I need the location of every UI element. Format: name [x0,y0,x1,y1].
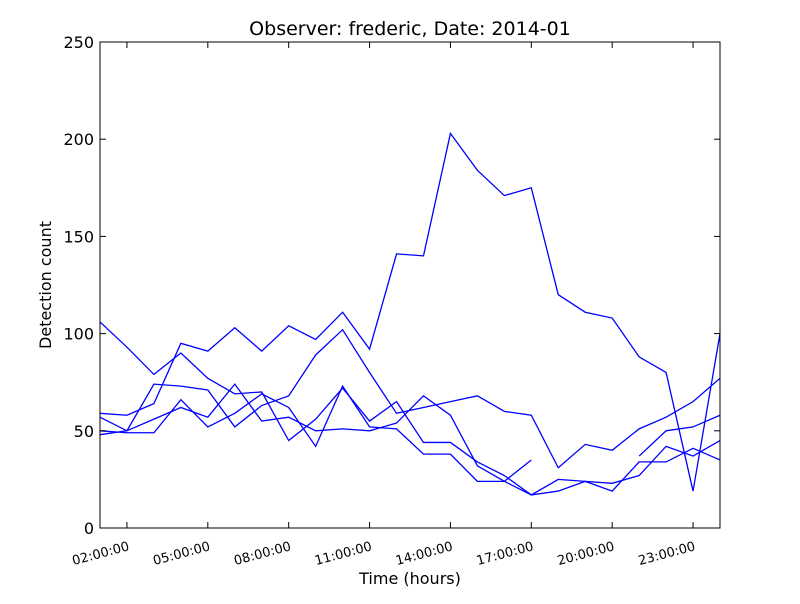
y-axis-ticks: 0 50 100 150 200 250 [63,33,720,538]
series-line-5 [99,384,721,496]
series-line-1 [99,321,721,496]
x-tick-label: 23:00:00 [637,539,697,569]
series-line-6 [638,414,721,457]
series-line-2 [99,131,721,492]
y-tick-label: 150 [63,227,94,246]
x-tick-label: 05:00:00 [152,539,212,569]
x-tick-label: 20:00:00 [556,539,616,569]
plot-area [99,131,721,496]
x-tick-label: 17:00:00 [475,539,535,569]
series-line-3 [99,328,721,469]
y-tick-label: 50 [74,422,94,441]
x-axis-ticks: 02:00:00 05:00:00 08:00:00 11:00:00 14:00:00… [71,42,697,569]
y-tick-label: 100 [63,325,94,344]
y-tick-label: 250 [63,33,94,52]
y-tick-label: 0 [84,519,94,538]
x-tick-label: 11:00:00 [313,539,373,569]
plot-frame [99,41,721,529]
y-axis-label: Detection count [36,221,55,349]
chart-title: Observer: frederic, Date: 2014-01 [249,18,571,40]
x-axis-label: Time (hours) [358,569,461,588]
x-tick-label: 14:00:00 [394,539,454,569]
y-tick-label: 200 [63,130,94,149]
x-tick-label: 02:00:00 [71,539,131,569]
x-tick-label: 08:00:00 [232,539,292,569]
